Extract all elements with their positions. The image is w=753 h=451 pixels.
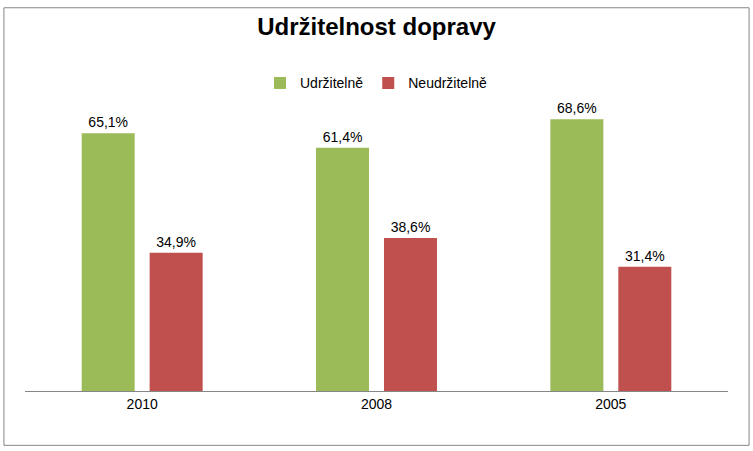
svg-text:Neudržitelně: Neudržitelně <box>408 75 487 91</box>
svg-text:61,4%: 61,4% <box>323 129 363 145</box>
svg-text:2010: 2010 <box>127 396 158 412</box>
svg-text:68,6%: 68,6% <box>557 100 597 116</box>
svg-text:2005: 2005 <box>595 396 626 412</box>
svg-text:65,1%: 65,1% <box>88 114 128 130</box>
svg-text:Udržitelně: Udržitelně <box>300 75 363 91</box>
svg-text:31,4%: 31,4% <box>625 248 665 264</box>
svg-text:34,9%: 34,9% <box>156 234 196 250</box>
svg-text:38,6%: 38,6% <box>391 219 431 235</box>
svg-text:Udržitelnost dopravy: Udržitelnost dopravy <box>257 13 496 40</box>
svg-text:2008: 2008 <box>361 396 392 412</box>
